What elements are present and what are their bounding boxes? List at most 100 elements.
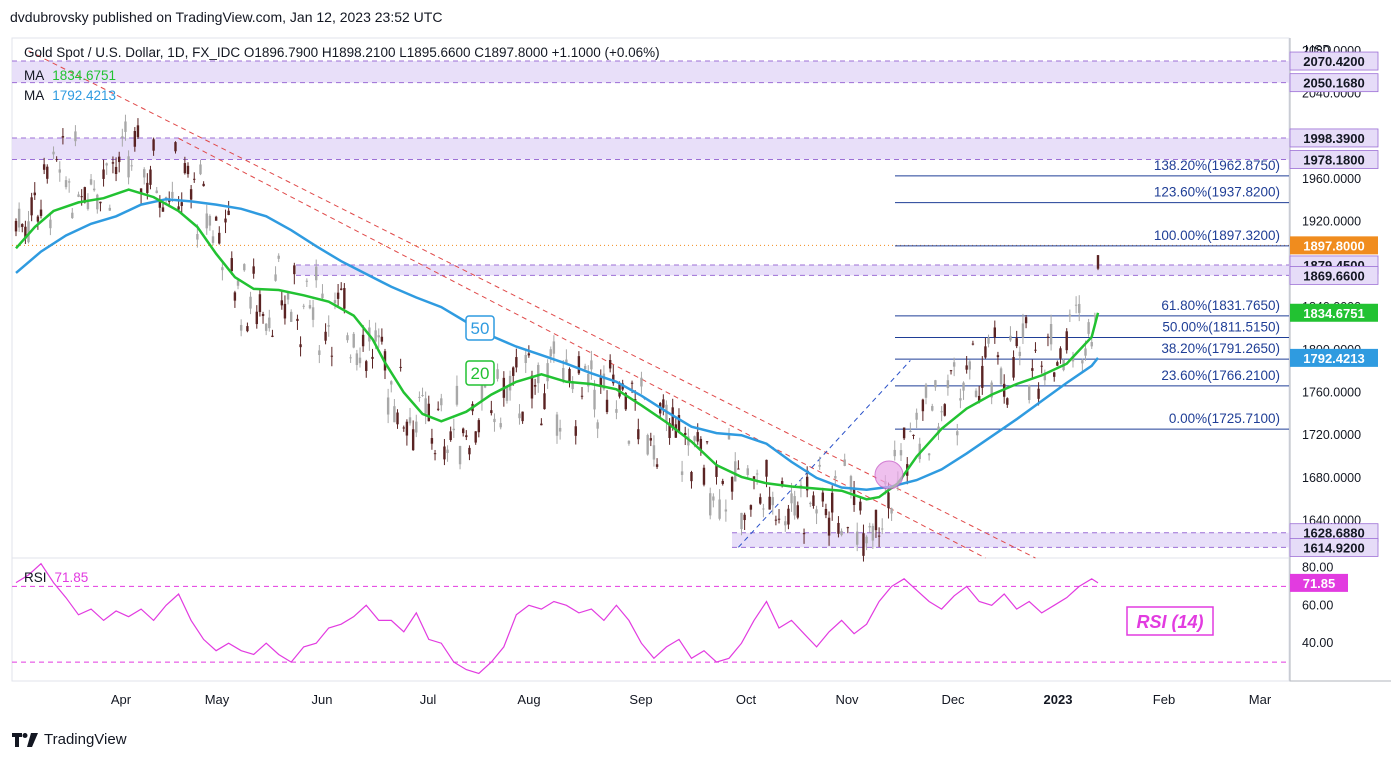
candle-body [959,398,962,401]
price-tag-10 [1289,538,1379,557]
candle-body [1093,314,1097,317]
zone-1 [12,137,1289,160]
candle-body [856,531,859,545]
candle-body [868,526,871,528]
ma-cross-marker [874,460,904,490]
candle-body [405,421,409,436]
candle-body [346,335,349,341]
candle-body [580,395,584,397]
fib-label-5: 38.20%(1791.2650) [1161,341,1280,356]
price-tag-1 [1289,73,1379,93]
candle-body [549,349,552,357]
candle-body [189,189,193,200]
candle-body [186,165,190,175]
candle-body [665,404,668,423]
time-tick-1: May [205,692,230,707]
candle-body [336,292,340,299]
candle-body [737,468,740,470]
time-tick-11: Mar [1249,692,1272,707]
candle-body [277,255,280,259]
candle-body [264,323,268,331]
candle-body [474,431,477,443]
candle-body [759,497,762,504]
candle-body [146,182,149,194]
candle-body [565,359,568,364]
candle-body [533,385,537,387]
candle-body [934,380,937,388]
candle-body [543,393,546,410]
candle-body [92,188,96,191]
price-tag-0 [1289,51,1379,71]
candle-body [386,397,390,415]
candle-body [55,159,58,161]
candle-body [299,344,302,348]
candle-body [343,288,346,309]
time-tick-2: Jun [312,692,333,707]
candle-body [143,169,146,178]
time-tick-9: 2023 [1044,692,1073,707]
candle-body [449,431,452,440]
candle-body [411,429,415,451]
candle-body [677,415,681,432]
candle-body [239,324,243,331]
candle-body [74,131,77,142]
candle-body [455,385,459,405]
candle-body [49,219,52,229]
candle-body [981,365,984,388]
price-tag-6 [1289,266,1379,285]
candle-body [83,187,86,203]
price-tag-7 [1290,303,1378,322]
candle-body [61,136,65,138]
candle-body [521,411,524,422]
footer-brand[interactable]: TradingView [12,731,127,748]
candle-body [121,136,124,139]
candle-body [834,476,837,479]
candle-body [399,366,402,368]
candle-body [558,427,562,432]
candle-body [227,210,230,215]
candle-body [762,508,765,510]
rsi-badge-label: RSI (14) [1136,612,1203,632]
rsi-tick-2: 40.00 [1302,636,1333,650]
candle-body [280,300,284,306]
rsi-value-tag-label: 71.85 [1303,576,1336,591]
candle-body [477,420,481,433]
candle-body [699,438,703,450]
candle-body [984,346,987,358]
candle-body [289,311,293,322]
candle-body [443,446,446,460]
candle-body [1068,314,1072,317]
publisher-line: dvdubrovsky published on TradingView.com… [10,9,443,25]
candle-body [371,356,374,359]
footer-brand-label: TradingView [44,731,127,748]
rsi-tick-0: 80.00 [1302,560,1333,574]
candle-body [727,435,731,440]
candle-body [202,183,205,187]
candle-body [987,337,990,344]
candle-body [311,307,315,320]
candle-body [752,476,756,481]
rsi-legend: RSI 71.85 [24,570,88,585]
candle-body [724,509,728,512]
candle-body [14,220,18,232]
candle-body [105,163,108,166]
candle-body [630,382,634,384]
ma-badge-50 [465,315,495,341]
candle-body [899,450,903,456]
ma-50-line [15,197,1099,491]
candle-body [480,383,484,401]
price-tick-8: 1760.0000 [1302,385,1361,399]
candle-body [315,266,318,281]
candle-body [493,418,496,423]
candle-body [1074,304,1078,306]
candle-body [133,131,137,147]
time-tick-7: Nov [835,692,859,707]
candle-body [921,399,925,412]
candle-body [640,377,643,387]
candle-body [433,453,437,455]
candle-body [180,202,183,206]
candle-body [515,357,518,368]
candle-body [802,533,806,535]
candle-body [452,428,456,431]
